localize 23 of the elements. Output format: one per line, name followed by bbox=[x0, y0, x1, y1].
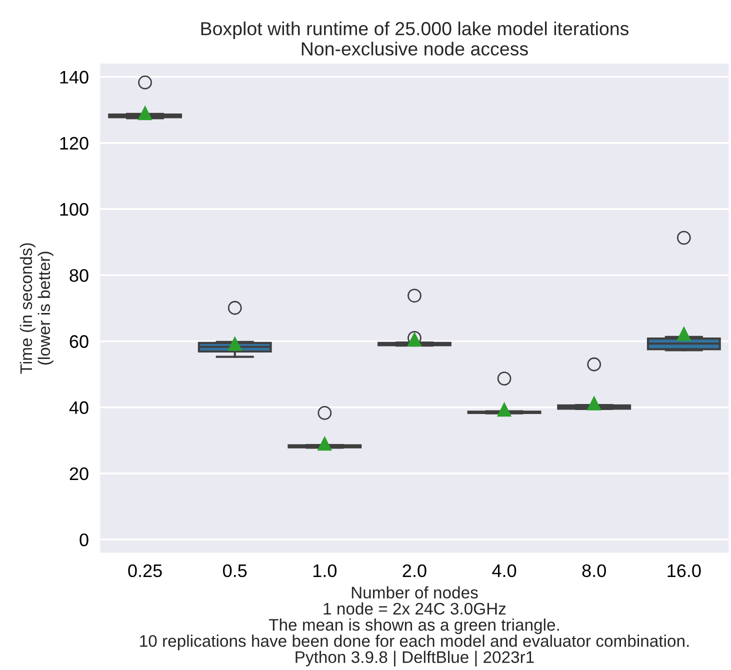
x-tick-label: 8.0 bbox=[582, 564, 606, 578]
y-tick-label: 0 bbox=[80, 533, 88, 546]
chart-title: Boxplot with runtime of 25.000 lake model iterations bbox=[201, 22, 629, 40]
y-axis-title: Time (in seconds) (lower is better) bbox=[20, 243, 54, 374]
text: The mean is shown as a green triangle. bbox=[268, 618, 559, 634]
y-tick-label: 40 bbox=[69, 401, 88, 414]
x-tick-label: 0.25 bbox=[128, 564, 162, 578]
text: Python 3.9.8 | DelftBlue | 2023r1 bbox=[296, 650, 534, 666]
x-axis-title: Number of nodes bbox=[352, 586, 478, 598]
chart-subtitle: Non-exclusive node access bbox=[302, 42, 528, 56]
x-tick-label: 4.0 bbox=[492, 564, 516, 578]
text: 1 node = 2x 24C 3.0GHz bbox=[324, 602, 506, 615]
y-tick-label: 60 bbox=[70, 335, 88, 348]
y-tick-label: 20 bbox=[70, 467, 88, 480]
y-tick-label: 80 bbox=[70, 269, 88, 282]
x-tick-label: 0.5 bbox=[223, 564, 247, 578]
y-tick-label: 140 bbox=[60, 70, 88, 84]
text: 10 replications have been done for each model and evaluator combination. bbox=[140, 634, 689, 650]
y-tick-label: 120 bbox=[60, 136, 88, 150]
x-tick-label: 1.0 bbox=[313, 564, 337, 578]
x-tick-label: 2.0 bbox=[402, 564, 426, 578]
x-tick-label: 16.0 bbox=[668, 564, 701, 578]
y-tick-label: 100 bbox=[60, 202, 88, 216]
